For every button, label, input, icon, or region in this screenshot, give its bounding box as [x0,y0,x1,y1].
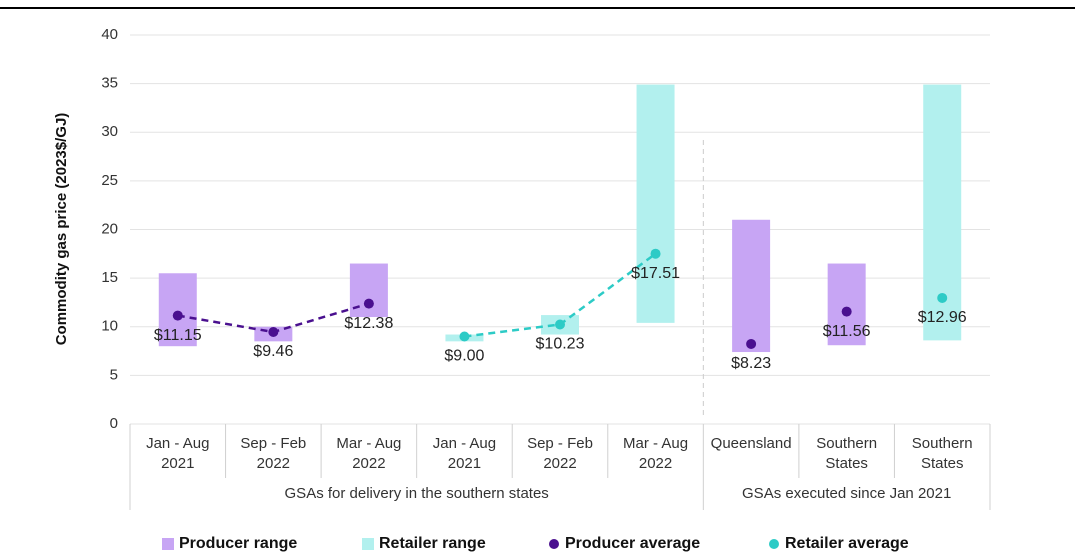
legend-label: Producer range [179,535,297,552]
range-bar [349,263,388,318]
x-tick-label: States [825,455,868,472]
average-point [459,331,470,342]
value-label: $11.56 [823,323,871,340]
group-label: GSAs executed since Jan 2021 [742,485,951,502]
value-label: $12.96 [918,309,967,326]
average-point [172,310,183,321]
value-label: $8.23 [731,355,771,372]
y-tick-label: 15 [101,269,118,286]
value-label: $9.00 [444,348,484,365]
average-point [650,248,661,259]
x-tick-label: Mar - Aug [623,435,688,452]
range-bar [158,273,197,347]
x-tick-label: 2022 [543,455,576,472]
x-tick-label: Sep - Feb [527,435,593,452]
legend-swatch [549,539,559,549]
average-point [841,306,852,317]
range-bar [732,219,771,353]
group-label: GSAs for delivery in the southern states [285,485,549,502]
y-tick-label: 0 [110,415,118,432]
x-tick-label: Jan - Aug [433,435,496,452]
average-point [937,292,948,303]
y-tick-label: 10 [101,318,118,335]
value-label: $12.38 [344,315,393,332]
value-label: $11.15 [154,327,202,344]
legend-label: Producer average [565,535,700,552]
range-bar [827,263,866,346]
y-tick-label: 25 [101,172,118,189]
value-label: $17.51 [631,265,680,282]
x-tick-label: Queensland [711,435,792,452]
x-tick-label: Southern [816,435,877,452]
x-tick-label: 2022 [352,455,385,472]
x-tick-label: Jan - Aug [146,435,209,452]
y-tick-label: 35 [101,75,118,92]
x-tick-label: Southern [912,435,973,452]
y-axis-label: Commodity gas price (2023$/GJ) [53,113,70,346]
x-tick-label: Sep - Feb [240,435,306,452]
y-tick-label: 5 [110,366,118,383]
x-tick-label: 2022 [639,455,672,472]
legend-label: Retailer range [379,535,486,552]
y-tick-label: 40 [101,26,118,43]
value-label: $10.23 [536,336,585,353]
legend-swatch [162,538,174,550]
y-tick-label: 30 [101,123,118,140]
legend-swatch [362,538,374,550]
average-point [555,319,565,330]
x-tick-label: States [921,455,964,472]
x-tick-label: 2021 [161,455,194,472]
x-tick-label: 2021 [448,455,481,472]
average-point [268,327,279,338]
legend-swatch [769,539,779,549]
value-label: $9.46 [253,343,293,360]
x-tick-label: Mar - Aug [336,435,401,452]
average-point [746,338,757,349]
x-tick-label: 2022 [257,455,290,472]
y-tick-label: 20 [101,220,118,237]
average-point [363,298,374,309]
range-bar [636,84,675,323]
legend-label: Retailer average [785,535,909,552]
